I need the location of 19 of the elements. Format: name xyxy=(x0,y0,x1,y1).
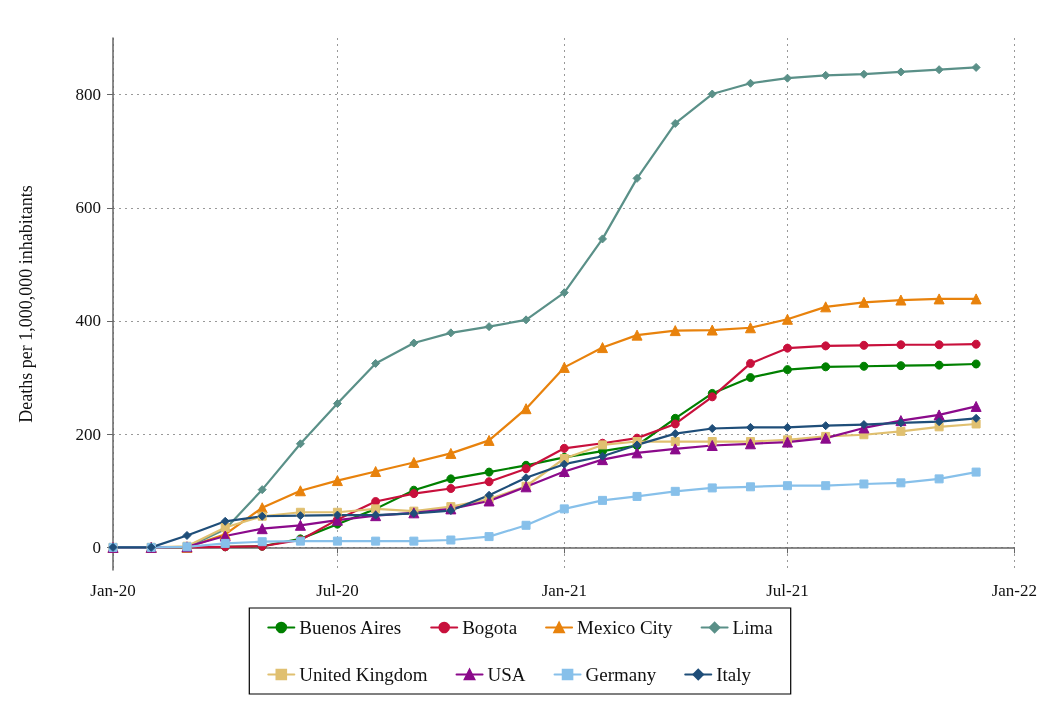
x-tick-label: Jul-20 xyxy=(316,581,359,600)
x-tick-label: Jan-21 xyxy=(541,581,587,600)
y-tick-label: 600 xyxy=(75,198,101,218)
legend-label: United Kingdom xyxy=(299,664,428,685)
y-axis-title: Deaths per 1,000,000 inhabitants xyxy=(16,185,36,423)
legend-label: Italy xyxy=(716,664,752,685)
y-tick-label: 0 xyxy=(92,537,101,557)
legend-label: USA xyxy=(487,664,526,685)
legend-label: Germany xyxy=(585,664,657,685)
y-tick-label: 200 xyxy=(75,424,101,444)
legend-label: Bogota xyxy=(462,617,518,638)
legend-label: Buenos Aires xyxy=(299,617,402,638)
x-tick-label: Jan-20 xyxy=(90,581,136,600)
legend-label: Mexico City xyxy=(577,617,674,638)
x-tick-label: Jan-22 xyxy=(991,581,1037,600)
y-tick-label: 400 xyxy=(75,311,101,331)
x-tick-label: Jul-21 xyxy=(766,581,809,600)
y-tick-label: 800 xyxy=(75,85,101,105)
legend-label: Lima xyxy=(732,617,774,638)
